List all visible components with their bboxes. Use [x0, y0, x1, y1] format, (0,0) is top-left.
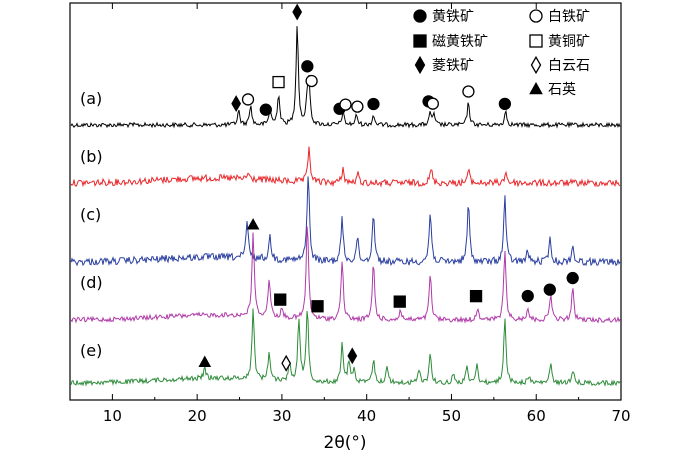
filled-circle-marker — [301, 60, 314, 73]
legend-label: 白铁矿 — [548, 9, 590, 25]
filled-circle-marker — [521, 289, 534, 303]
filled-circle-marker — [543, 283, 556, 296]
legend-label: 黄铜矿 — [548, 33, 590, 50]
x-tick-label: 20 — [188, 407, 207, 425]
filled-triangle-marker — [529, 81, 543, 95]
filled-circle-marker — [413, 9, 427, 23]
x-tick-label: 60 — [527, 407, 546, 425]
filled-square-marker — [274, 293, 287, 306]
x-tick-label: 50 — [442, 407, 461, 425]
filled-circle-marker — [566, 271, 579, 285]
legend-label: 黄铁矿 — [432, 8, 474, 25]
x-tick-label: 30 — [272, 407, 291, 425]
panel-label-c: (c) — [80, 205, 101, 224]
open-circle-marker — [529, 9, 543, 23]
plot-frame — [69, 2, 622, 401]
xrd-pattern-e — [70, 308, 621, 387]
legend-label: 菱铁矿 — [432, 58, 474, 74]
filled-circle-marker — [498, 97, 512, 111]
filled-circle-marker — [259, 103, 272, 116]
filled-diamond-marker — [347, 347, 358, 365]
panel-label-d: (d) — [80, 273, 103, 292]
xrd-pattern-b — [70, 146, 621, 188]
xrd-pattern-c — [70, 176, 621, 267]
xrd-pattern-a — [70, 26, 621, 129]
x-tick-label: 40 — [357, 407, 376, 425]
open-diamond-marker — [281, 354, 292, 372]
open-circle-marker — [305, 74, 318, 88]
panel-label-a: (a) — [80, 89, 102, 108]
x-tick-label: 70 — [611, 407, 630, 425]
x-tick-label: 10 — [103, 407, 122, 425]
panel-label-e: (e) — [80, 341, 102, 360]
filled-diamond-marker — [292, 3, 303, 21]
filled-square-marker — [469, 289, 483, 303]
open-circle-marker — [462, 85, 475, 98]
filled-diamond-marker — [414, 55, 426, 75]
filled-square-marker — [311, 300, 324, 313]
x-axis-title: 2θ(°) — [324, 433, 367, 453]
filled-diamond-marker — [231, 95, 242, 113]
filled-circle-marker — [367, 97, 380, 111]
open-square-marker — [529, 34, 543, 48]
xrd-pattern-d — [70, 226, 621, 324]
legend-label: 白云石 — [548, 58, 590, 74]
filled-square-marker — [393, 295, 406, 308]
open-circle-marker — [351, 100, 364, 113]
series-layer — [70, 26, 621, 387]
open-circle-marker — [426, 97, 439, 110]
filled-triangle-marker — [198, 355, 212, 367]
open-square-marker — [272, 75, 285, 89]
x-axis: 10 20 30 40 50 60 70 — [69, 3, 631, 425]
open-circle-marker — [241, 93, 255, 106]
open-diamond-marker — [530, 55, 542, 75]
panel-label-b: (b) — [80, 147, 103, 166]
filled-square-marker — [413, 34, 427, 48]
legend-label: 石英 — [548, 81, 576, 98]
marker-layer — [198, 3, 579, 372]
open-circle-marker — [339, 98, 352, 111]
panel-label-layer: (a) (b) (c) (d) (e) — [80, 89, 103, 360]
filled-triangle-marker — [246, 218, 260, 230]
legend-label: 磁黄铁矿 — [432, 33, 488, 50]
